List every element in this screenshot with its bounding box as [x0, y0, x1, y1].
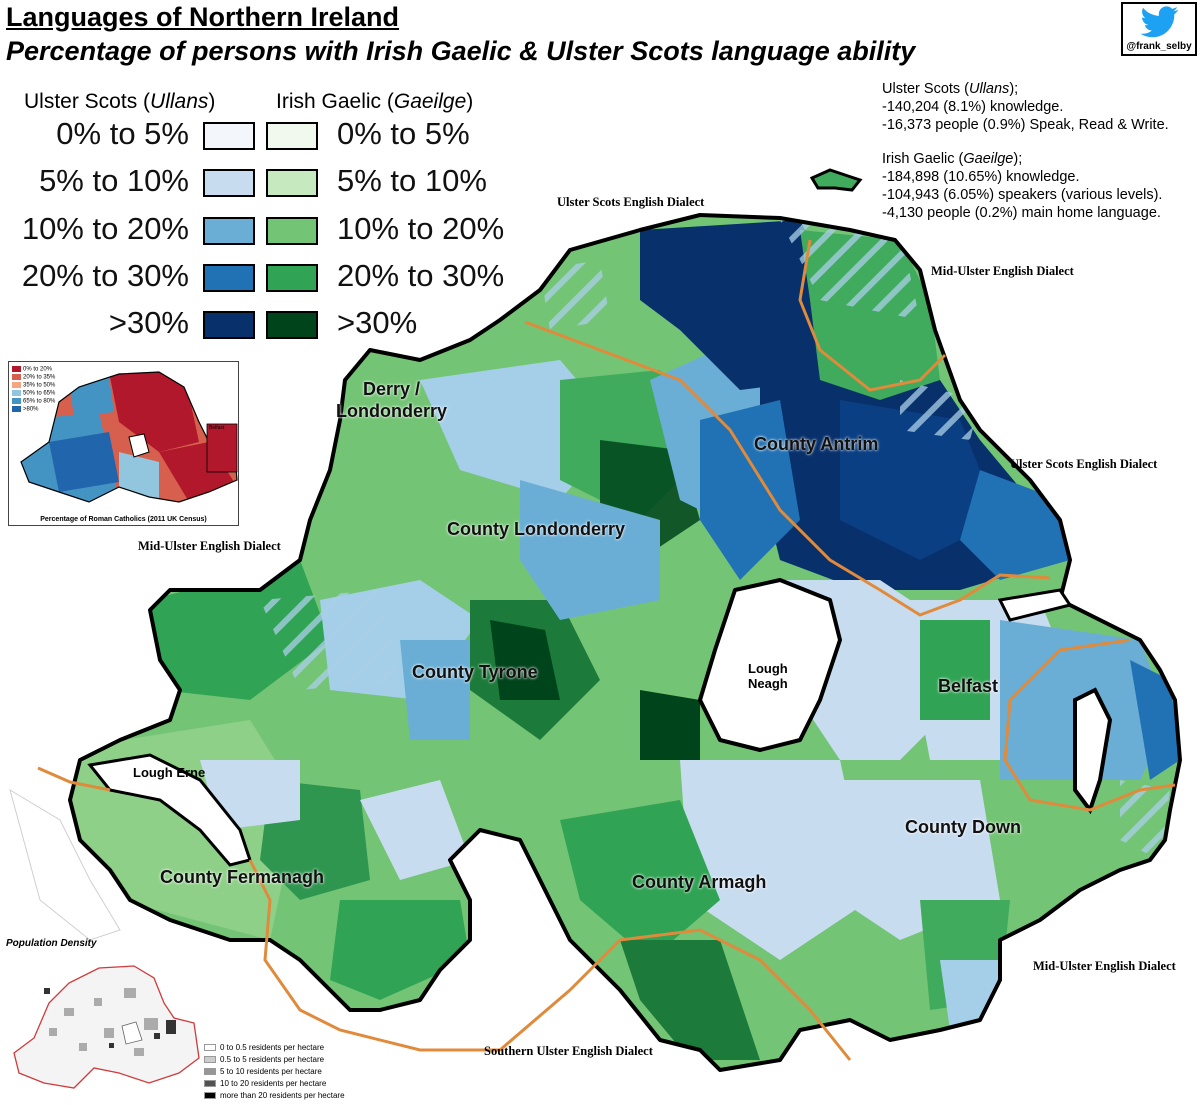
strangford-lough: [1073, 687, 1113, 815]
irish-gaelic-stats-heading: Irish Gaelic (Gaeilge);: [882, 151, 1023, 167]
inset-density-map: [13, 965, 200, 1089]
inset-density-title: Population Density: [6, 938, 97, 949]
map-title: Languages of Northern Ireland: [6, 2, 400, 32]
twitter-badge[interactable]: @frank_selby: [1121, 2, 1197, 56]
legend-gaelic-swatch: [266, 217, 318, 245]
ulster-scots-stat-line: -140,204 (8.1%) knowledge.: [882, 99, 1064, 115]
place-label-county-antrim: County Antrim: [754, 434, 879, 454]
legend-gaelic-swatch: [266, 264, 318, 292]
irish-gaelic-stat-line: -104,943 (6.05%) speakers (various level…: [882, 187, 1163, 203]
legend-scots-label: 10% to 20%: [21, 211, 189, 246]
legend-scots-label: 5% to 10%: [39, 163, 189, 198]
ulster-scots-stats-heading: Ulster Scots (Ullans);: [882, 81, 1019, 97]
irish-gaelic-stat-line: -184,898 (10.65%) knowledge.: [882, 169, 1080, 185]
legend-gaelic-swatch: [266, 311, 318, 339]
dialect-label-east: Ulster Scots English Dialect: [1010, 457, 1158, 471]
legend-gaelic-label: >30%: [337, 305, 418, 340]
legend-gaelic-swatch: [266, 122, 318, 150]
place-label-county-down: County Down: [905, 817, 1021, 837]
legend-scots-label: 20% to 30%: [21, 258, 189, 293]
legend-gaelic-label: 0% to 5%: [337, 116, 470, 151]
twitter-bird-icon: [1140, 6, 1179, 38]
inset-catholic-map: Belfast 0% to 20% 20% to 35% 35% to 50% 50%…: [8, 361, 239, 526]
inset-catholic-legend-item: >80%: [12, 406, 39, 413]
legend-scots-swatch: [203, 122, 255, 150]
legend-heading-irish-gaelic: Irish Gaelic (Gaeilge): [276, 90, 474, 113]
legend-gaelic-swatch: [266, 169, 318, 197]
place-label-county-fermanagh: County Fermanagh: [160, 867, 325, 887]
inset-belfast-label: Belfast: [209, 425, 225, 431]
legend-gaelic-label: 20% to 30%: [337, 258, 505, 293]
coastline: [68, 213, 1182, 1072]
irish-gaelic-stat-line: -4,130 people (0.2%) main home language.: [882, 205, 1161, 221]
inset-catholic-legend-item: 0% to 20%: [12, 366, 52, 373]
inset-density-legend-item: 5 to 10 residents per hectare: [204, 1067, 322, 1076]
ulster-scots-stat-line: -16,373 people (0.9%) Speak, Read & Writ…: [882, 117, 1169, 133]
dialect-label-south: Southern Ulster English Dialect: [484, 1044, 653, 1058]
dialect-label-west: Mid-Ulster English Dialect: [138, 539, 281, 553]
inset-catholic-legend-item: 50% to 65%: [12, 390, 55, 397]
inset-density-legend-item: 0.5 to 5 residents per hectare: [204, 1055, 324, 1064]
inset-catholic-legend-item: 20% to 35%: [12, 374, 55, 381]
dialect-label-southeast: Mid-Ulster English Dialect: [1033, 959, 1176, 973]
inset-catholic-caption: Percentage of Roman Catholics (2011 UK C…: [40, 516, 207, 523]
legend-gaelic-label: 5% to 10%: [337, 163, 487, 198]
inset-catholic-graphic: Belfast: [20, 371, 238, 503]
place-label-belfast: Belfast: [938, 676, 999, 696]
inset-density-legend-item: 0 to 0.5 residents per hectare: [204, 1043, 324, 1052]
dialect-label-north: Ulster Scots English Dialect: [557, 195, 705, 209]
twitter-handle: @frank_selby: [1126, 41, 1192, 52]
place-label-derry: Derry / Londonderry: [336, 379, 447, 421]
dialect-label-northeast: Mid-Ulster English Dialect: [931, 264, 1074, 278]
legend-scots-label: 0% to 5%: [56, 116, 189, 151]
legend-scots-swatch: [203, 169, 255, 197]
place-label-county-armagh: County Armagh: [632, 872, 767, 892]
rathlin-island: [809, 168, 863, 192]
inset-density-legend-item: more than 20 residents per hectare: [204, 1091, 345, 1100]
inset-density-legend-item: 10 to 20 residents per hectare: [204, 1079, 326, 1088]
inset-catholic-legend-item: 35% to 50%: [12, 382, 55, 389]
belfast-lough: [997, 588, 1073, 622]
legend-gaelic-label: 10% to 20%: [337, 211, 505, 246]
legend-heading-ulster-scots: Ulster Scots (Ullans): [24, 90, 216, 113]
legend-scots-swatch: [203, 264, 255, 292]
place-label-county-londonderry: County Londonderry: [447, 519, 625, 539]
lough-neagh: [698, 578, 842, 752]
dialect-boundaries: [37, 239, 1176, 1061]
place-label-lough-neagh: Lough Neagh: [748, 661, 788, 691]
irish-gaelic-stats: Irish Gaelic (Gaeilge); -184,898 (10.65%…: [882, 150, 1162, 222]
ulster-scots-stats: Ulster Scots (Ullans); -140,204 (8.1%) k…: [882, 80, 1169, 134]
legend-scots-swatch: [203, 311, 255, 339]
map-subtitle: Percentage of persons with Irish Gaelic …: [6, 36, 916, 66]
legend-scots-swatch: [203, 217, 255, 245]
lough-erne: [87, 753, 252, 867]
place-label-lough-erne: Lough Erne: [133, 765, 206, 780]
place-label-county-tyrone: County Tyrone: [412, 662, 538, 682]
inset-catholic-legend-item: 65% to 80%: [12, 398, 55, 405]
legend-scots-label: >30%: [108, 305, 189, 340]
